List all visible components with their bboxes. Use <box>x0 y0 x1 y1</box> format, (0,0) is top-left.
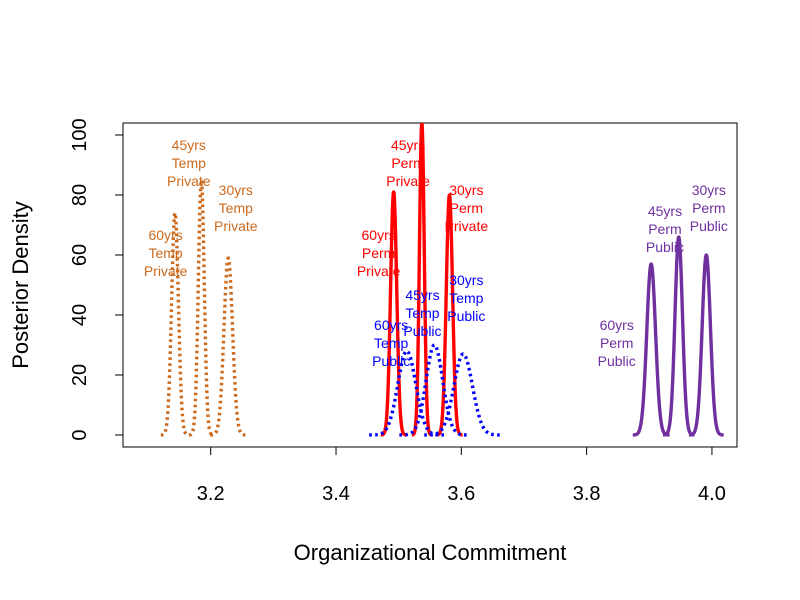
density-curve-6 <box>434 193 465 437</box>
y-tick-label: 80 <box>69 184 91 206</box>
density-curve-3 <box>208 256 248 437</box>
y-tick-label: 60 <box>69 244 91 266</box>
x-axis: 3.2 3.4 3.6 3.8 4.0 <box>197 446 726 505</box>
curve-label-2: 45yrs Temp Private <box>167 137 211 189</box>
density-curve-12 <box>687 253 726 437</box>
curve-label-7: 60yrs Temp Public <box>372 317 410 369</box>
x-tick-label: 3.8 <box>573 483 601 505</box>
curve-label-9: 30yrs Temp Public <box>447 272 485 324</box>
y-tick-label: 0 <box>69 429 91 440</box>
curve-label-6: 30yrs Perm Private <box>445 182 489 234</box>
curve-label-3: 30yrs Temp Private <box>214 182 258 234</box>
density-curve-2 <box>187 178 216 437</box>
y-tick-label: 20 <box>69 364 91 386</box>
curve-label-12: 30yrs Perm Public <box>690 182 728 234</box>
density-curve-11 <box>661 235 697 437</box>
y-axis: 0 20 40 60 80 100 <box>69 118 124 441</box>
density-curve-10 <box>631 262 672 437</box>
curve-label-1: 60yrs Temp Private <box>144 227 188 279</box>
curve-label-11: 45yrs Perm Public <box>646 203 684 255</box>
curve-label-4: 60yrs Perm Private <box>357 227 401 279</box>
y-axis-title: Posterior Density <box>8 201 33 369</box>
density-curve-4 <box>379 190 409 437</box>
x-axis-title: Organizational Commitment <box>294 540 567 565</box>
density-curve-9 <box>423 352 504 437</box>
y-tick-label: 40 <box>69 304 91 326</box>
x-tick-label: 4.0 <box>698 483 726 505</box>
x-tick-label: 3.4 <box>322 483 350 505</box>
curve-label-5: 45yrs Perm Private <box>386 137 430 189</box>
curve-label-8: 45yrs Temp Public <box>403 287 441 339</box>
curve-label-10: 60yrs Perm Public <box>598 317 636 369</box>
y-tick-label: 100 <box>69 118 91 151</box>
x-tick-label: 3.2 <box>197 483 225 505</box>
density-curves <box>159 123 726 437</box>
x-tick-label: 3.6 <box>447 483 475 505</box>
density-curve-1 <box>159 211 191 437</box>
